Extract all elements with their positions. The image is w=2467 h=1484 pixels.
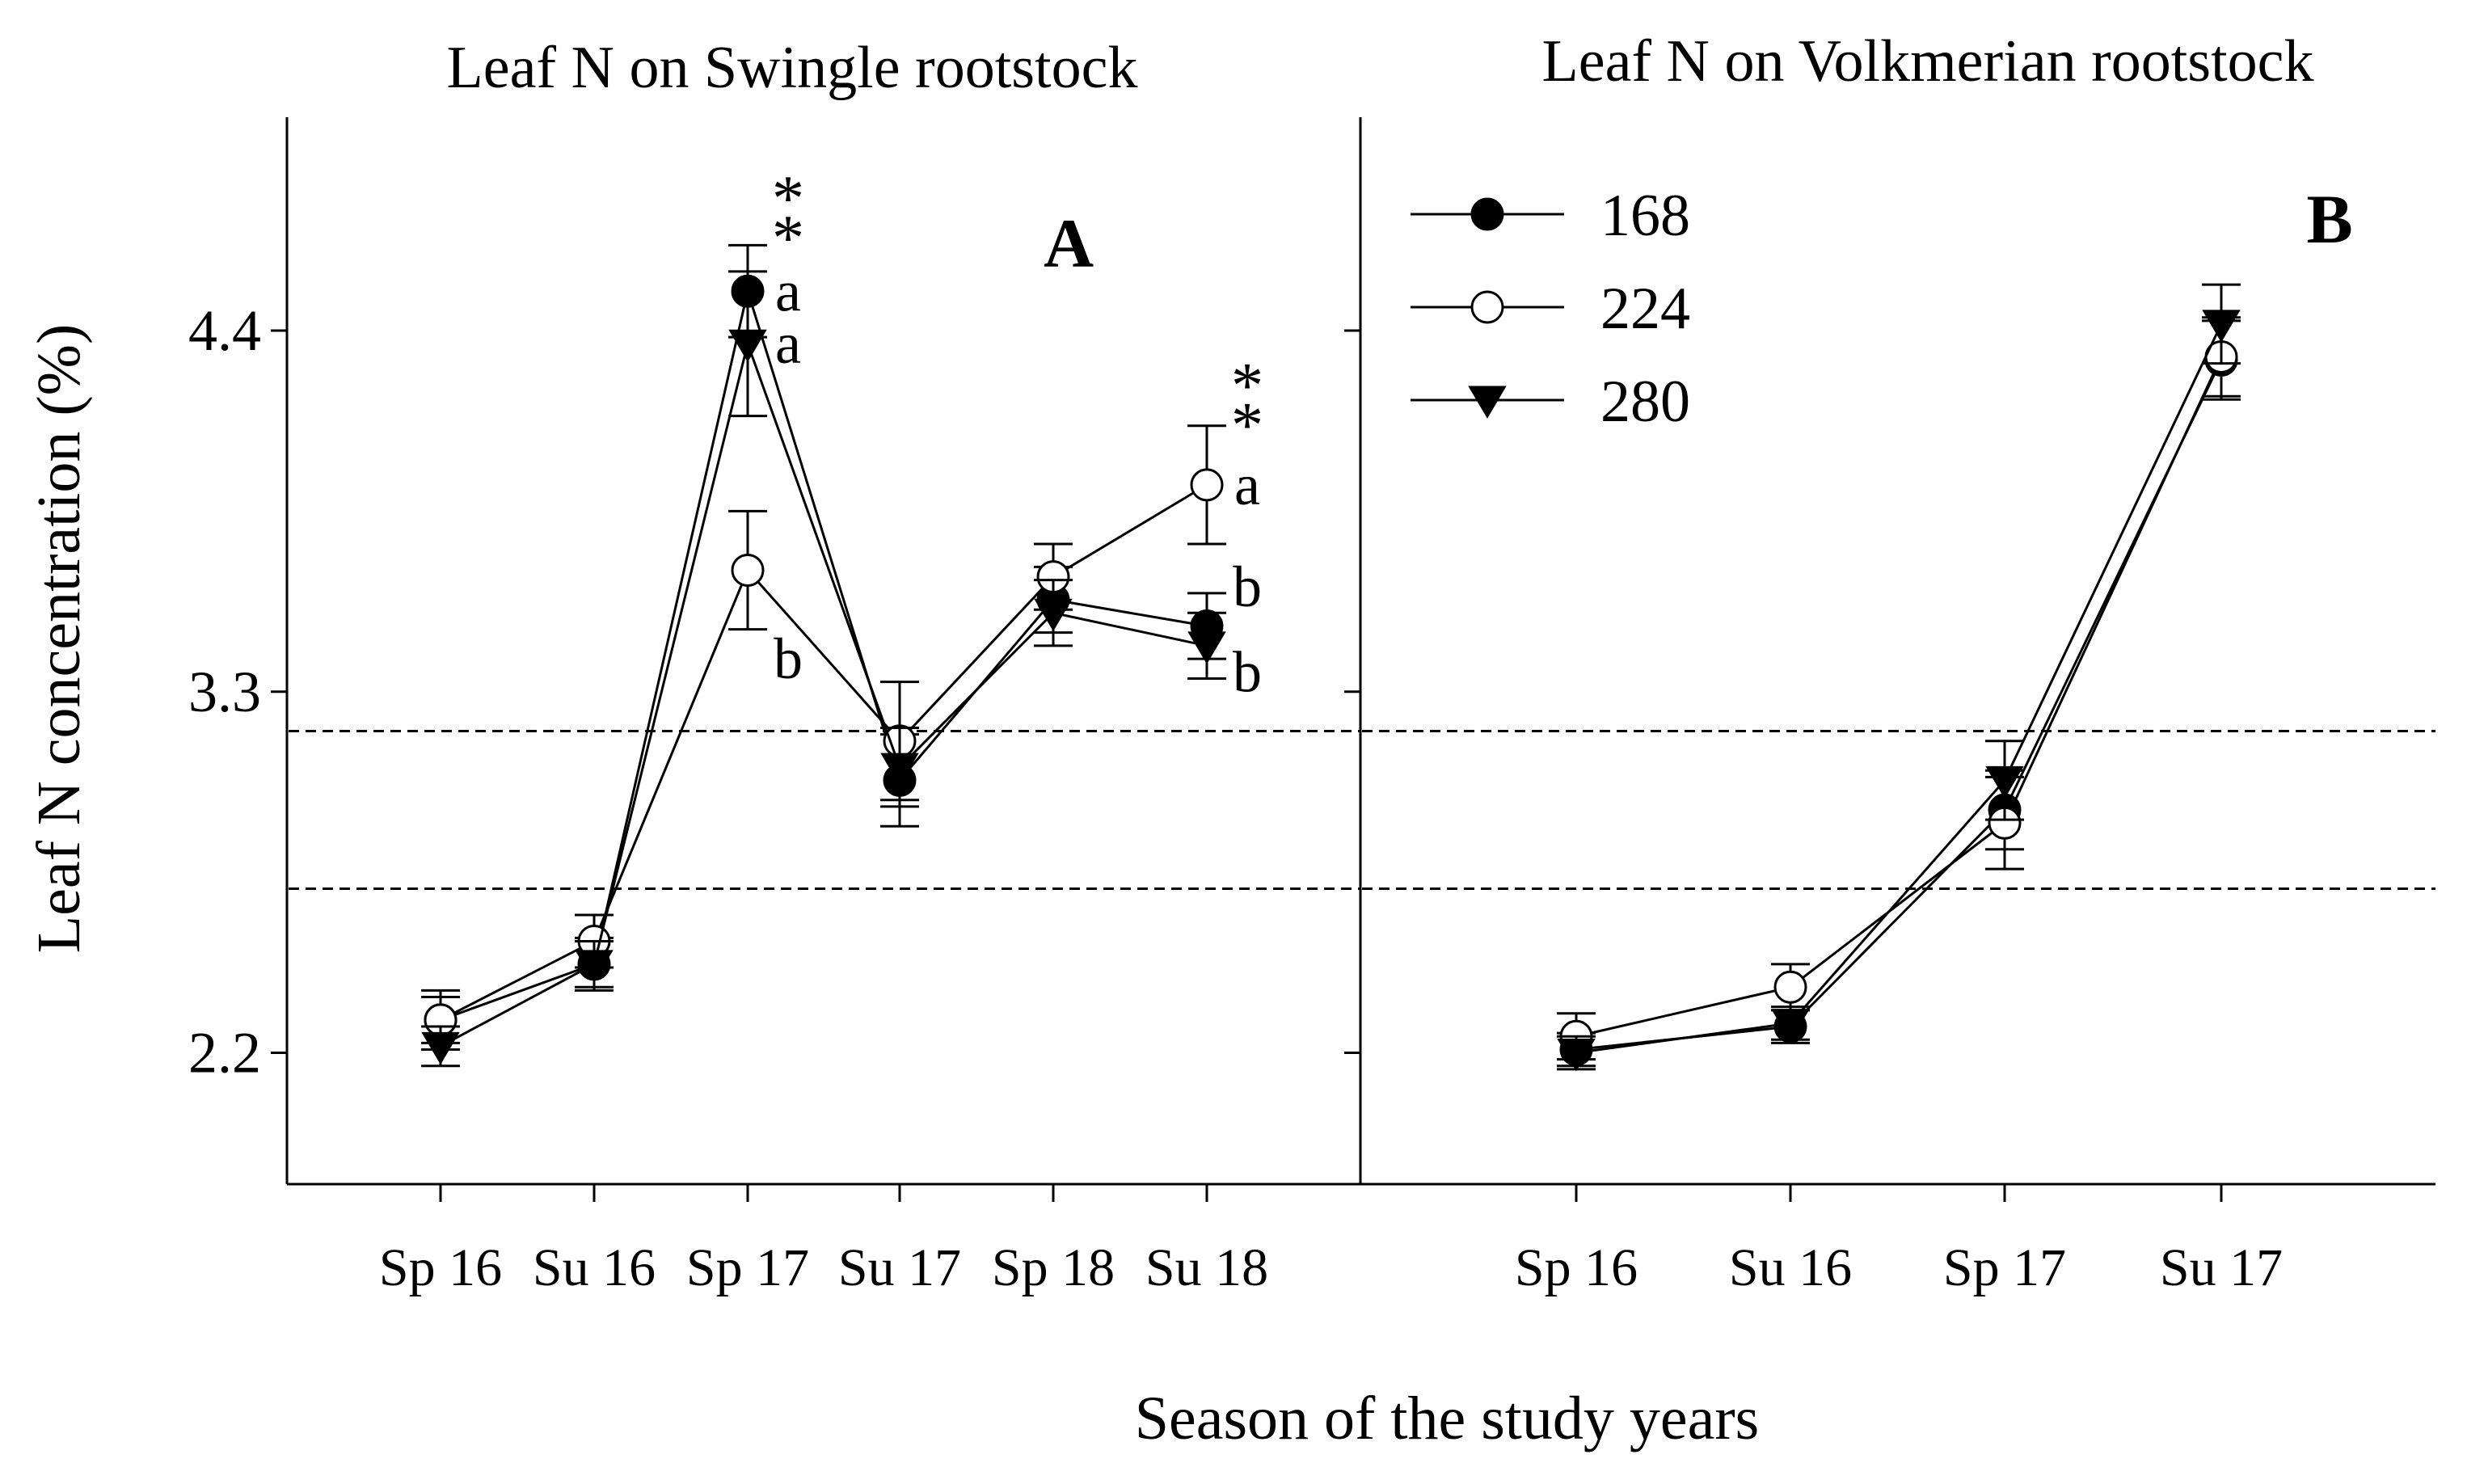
- x-tick-label: Su 18: [1145, 1238, 1268, 1297]
- data-point-280: [2202, 310, 2241, 343]
- y-tick-label: 4.4: [188, 298, 261, 363]
- x-tick-label: Sp 18: [992, 1238, 1115, 1297]
- series-line-168: [440, 286, 1208, 1022]
- data-point-280: [1985, 765, 2024, 799]
- legend-label: 224: [1600, 276, 1690, 342]
- legend-marker-168: [1470, 197, 1504, 231]
- series-168: [421, 243, 1226, 1044]
- chart-title-b: Leaf N on Volkmerian rootstock: [1542, 28, 2314, 95]
- series-280: [1557, 283, 2241, 1072]
- significance-star: *: [1231, 351, 1263, 422]
- data-point-280: [880, 753, 919, 786]
- significance-star: *: [772, 203, 804, 274]
- series-280: [421, 270, 1226, 1068]
- series-line-168: [1575, 359, 2223, 1051]
- x-tick-label: Su 16: [1729, 1238, 1852, 1297]
- panel-a: 2.2 3.3 4.4 Sp 16 Su 16 Sp 17 Su 17 Sp 18 Su 18 a…: [188, 117, 1360, 1297]
- panel-label-b: B: [2306, 180, 2352, 258]
- significance-star: *: [1231, 390, 1263, 461]
- data-point-280: [1557, 1039, 1596, 1072]
- legend: 168 224 280: [1411, 183, 1690, 435]
- series-line-280: [440, 339, 1208, 1048]
- legend-marker-224: [1470, 290, 1504, 324]
- significance-letter: a: [775, 259, 801, 323]
- series-line-224: [1575, 356, 2223, 1038]
- x-tick-label: Sp 17: [686, 1238, 809, 1297]
- chart-title-a: Leaf N on Swingle rootstock: [447, 35, 1138, 101]
- data-point-280: [1034, 598, 1073, 632]
- x-tick-label: Sp 16: [379, 1238, 502, 1297]
- y-tick-label: 3.3: [188, 660, 261, 724]
- significance-letter: a: [1234, 453, 1260, 517]
- x-tick-label: Sp 16: [1515, 1238, 1638, 1297]
- legend-label: 168: [1600, 183, 1690, 249]
- x-axis-label: Season of the study years: [1135, 1385, 1760, 1452]
- significance-letter: a: [775, 311, 801, 376]
- data-point-224: [731, 553, 765, 587]
- data-point-224: [1190, 468, 1224, 502]
- panel-b: Sp 16 Su 16 Sp 17 Su 17: [1344, 117, 2435, 1297]
- significance-letter: b: [1233, 554, 1262, 619]
- x-tick-label: Su 17: [838, 1238, 961, 1297]
- data-point-280: [728, 329, 767, 363]
- data-point-224: [1773, 970, 1807, 1004]
- y-tick-label: 2.2: [188, 1021, 261, 1086]
- significance-letter: b: [774, 626, 803, 691]
- significance-letter: b: [1233, 639, 1262, 704]
- panel-label-a: A: [1044, 204, 1094, 282]
- legend-label: 280: [1600, 369, 1690, 435]
- series-line-224: [440, 483, 1208, 1022]
- data-point-280: [1187, 631, 1226, 664]
- x-tick-label: Sp 17: [1943, 1238, 2066, 1297]
- x-tick-label: Su 17: [2160, 1238, 2283, 1297]
- data-point-280: [421, 1031, 460, 1065]
- data-point-280: [1771, 1009, 1810, 1042]
- legend-marker-280: [1468, 386, 1507, 419]
- y-axis-label: Leaf N concentration (%): [25, 324, 93, 954]
- series-line-280: [1575, 323, 2223, 1055]
- data-point-280: [575, 950, 614, 983]
- significance-star: *: [772, 163, 804, 234]
- x-tick-label: Su 16: [533, 1238, 656, 1297]
- series-224: [421, 424, 1226, 1051]
